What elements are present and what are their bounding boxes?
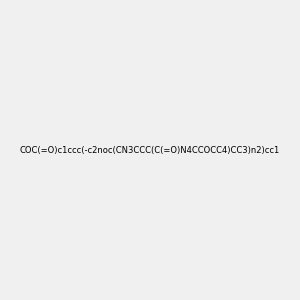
Text: COC(=O)c1ccc(-c2noc(CN3CCC(C(=O)N4CCOCC4)CC3)n2)cc1: COC(=O)c1ccc(-c2noc(CN3CCC(C(=O)N4CCOCC4…: [20, 146, 280, 154]
